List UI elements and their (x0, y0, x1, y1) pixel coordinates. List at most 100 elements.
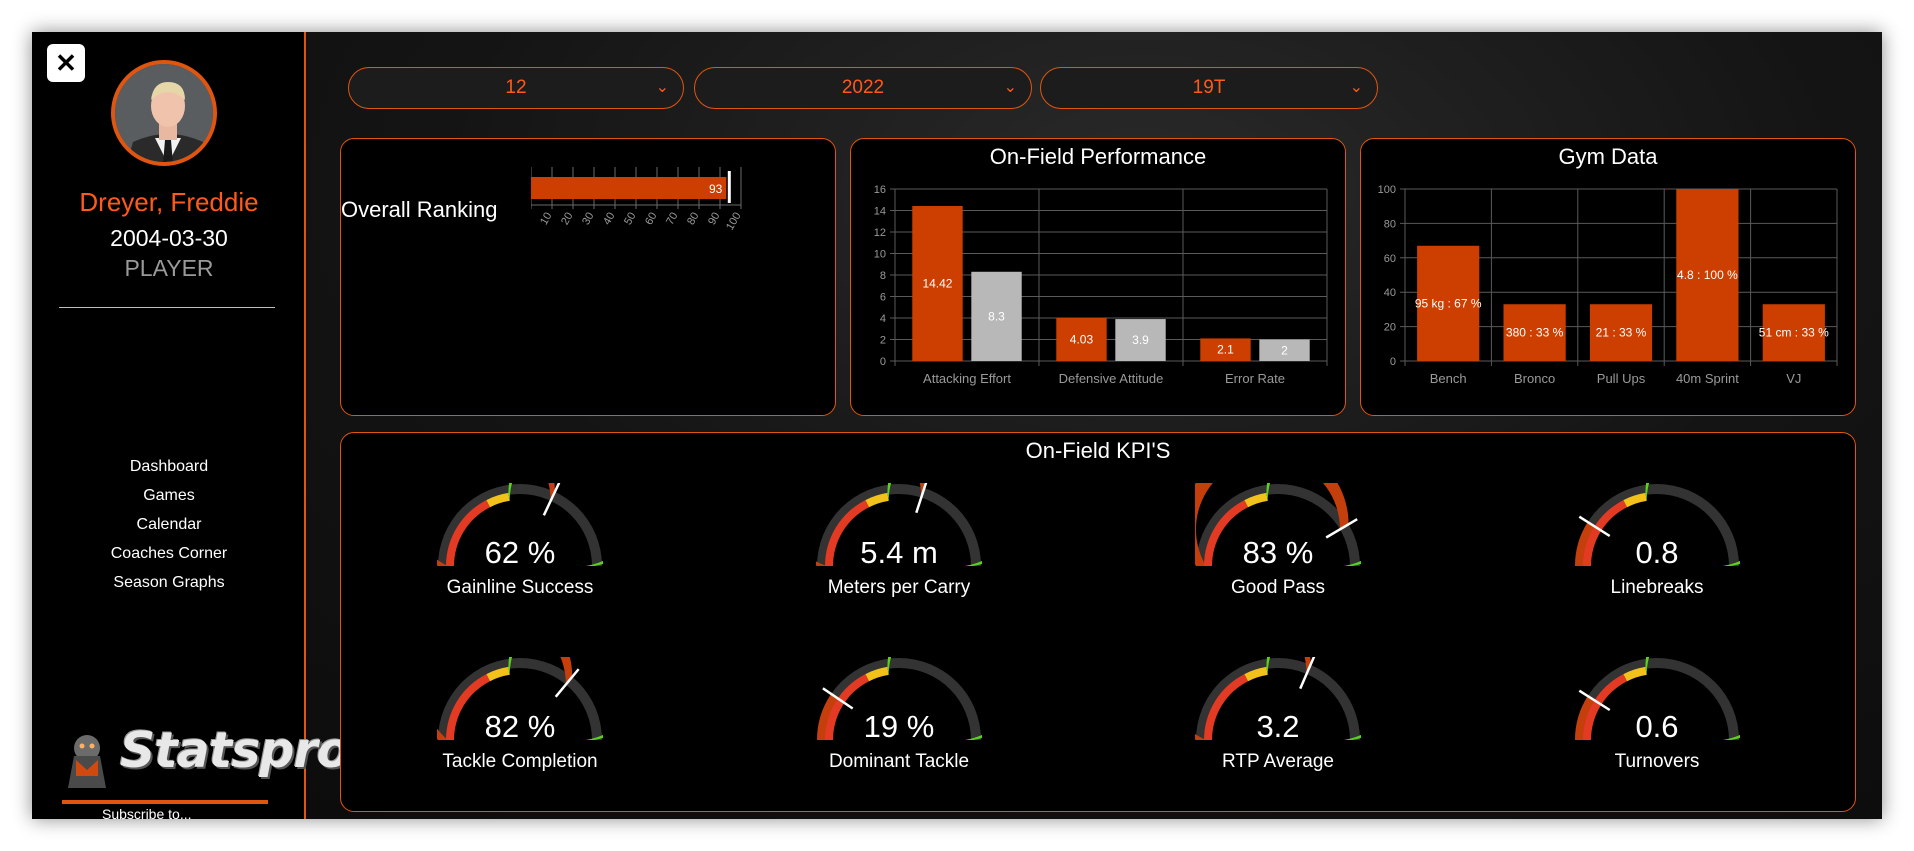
bar-value-label: 21 : 33 % (1596, 326, 1647, 340)
x-tick-label: 10 (538, 211, 555, 228)
kpi-title: On-Field KPI'S (1025, 438, 1171, 463)
bar (912, 205, 963, 361)
overall-ranking-panel: Overall Ranking 0 10 20 30 40 50 60 70 80 90 100 93 (340, 138, 836, 416)
gauge-zone-yellow (865, 492, 889, 508)
bar-value-label: 2.1 (1217, 343, 1234, 357)
gauge-zone-red (1204, 500, 1249, 566)
kpi-gauge-dominant-tackle: 19 % Dominant Tackle (784, 657, 1014, 797)
bar (1056, 317, 1107, 361)
kpi-gauge-label: Linebreaks (1610, 577, 1704, 598)
x-tick-label: Bench (1430, 371, 1467, 386)
bar-value-label: 2 (1281, 343, 1288, 357)
gauge-zone-red (1583, 500, 1628, 566)
y-tick-label: 10 (874, 249, 886, 261)
onfield-performance-title: On-Field Performance (989, 144, 1207, 169)
y-tick-label: 8 (880, 270, 886, 282)
bar (1200, 338, 1251, 361)
x-tick-label: 80 (685, 211, 702, 228)
gauge-needle (822, 687, 854, 710)
kpi-gauge-label: Turnovers (1614, 751, 1700, 772)
x-tick-label: Error Rate (1225, 371, 1285, 386)
bar-value-label: 4.8 : 100 % (1677, 268, 1738, 282)
chevron-down-icon: ⌄ (1003, 79, 1017, 96)
gauge-zone-red (1583, 674, 1628, 740)
bar (1762, 304, 1825, 361)
x-tick-label: 70 (664, 211, 681, 228)
gauge-zone-yellow (486, 492, 510, 508)
bar-value-label: 3.9 (1132, 333, 1149, 347)
sidebar-divider (59, 307, 275, 308)
kpi-gauge-value: 0.8 (1635, 535, 1679, 570)
bar-value-label: 14.42 (922, 276, 952, 290)
onfield-performance-chart: 0 2 4 6 8 10 12 14 16 Attacking Effort Defensive A… (874, 184, 1328, 386)
filter-select-2[interactable]: 2022 ⌄ (694, 67, 1032, 109)
gauge-zone-yellow (1623, 666, 1647, 682)
gauge-fill (1195, 483, 1349, 566)
nav-item-dashboard[interactable]: Dashboard (129, 458, 209, 475)
gauge-zone-yellow (486, 666, 510, 682)
kpi-gauge-label: Tackle Completion (442, 751, 598, 772)
kpi-gauge-turnovers: 0.6 Turnovers (1542, 657, 1772, 797)
player-avatar (111, 60, 217, 166)
kpi-gauge-label: Dominant Tackle (828, 751, 970, 772)
x-tick-label: 20 (559, 211, 576, 228)
x-tick-label: 0 (531, 211, 534, 222)
gauge-zone-yellow (1244, 492, 1268, 508)
nav-item-season-graphs[interactable]: Season Graphs (113, 574, 225, 591)
close-button[interactable]: ✕ (47, 44, 85, 82)
bar-value-label: 51 cm : 33 % (1759, 326, 1829, 340)
gauge-zone-yellow (1623, 492, 1647, 508)
gym-data-panel: Gym Data 0 20 40 60 80 100 Bench Bronco Pull Ups… (1360, 138, 1856, 416)
kpi-gauge-value: 83 % (1242, 535, 1314, 570)
gauge-zone-red (446, 674, 491, 740)
bar (1503, 304, 1566, 361)
gauge-zone-red (446, 500, 491, 566)
kpi-gauge-value: 0.6 (1635, 709, 1679, 744)
y-tick-label: 6 (880, 292, 886, 304)
y-tick-label: 0 (1390, 356, 1396, 368)
gauge-dial (437, 657, 603, 740)
ranking-bar (531, 177, 727, 199)
bar (971, 271, 1022, 361)
player-name: Dreyer, Freddie (79, 187, 259, 217)
y-tick-label: 12 (874, 227, 886, 239)
gauge-dial (816, 483, 982, 566)
gauge-dial (1195, 483, 1361, 566)
nav-item-games[interactable]: Games (143, 487, 195, 504)
kpi-gauge-value: 19 % (863, 709, 935, 744)
kpi-gauge-meters-per-carry: 5.4 m Meters per Carry (784, 483, 1014, 623)
x-tick-label: 40 (601, 211, 618, 228)
x-tick-label: Attacking Effort (923, 371, 1011, 386)
gauge-dial (437, 483, 603, 566)
gauge-needle (1578, 515, 1611, 538)
player-dob: 2004-03-30 (110, 225, 228, 251)
kpi-gauge-value: 3.2 (1256, 709, 1300, 744)
kpi-gauge-label: Gainline Success (446, 577, 594, 598)
nav-item-coaches-corner[interactable]: Coaches Corner (110, 545, 228, 562)
gauge-dial (817, 657, 982, 740)
chevron-down-icon: ⌄ (655, 79, 669, 96)
logo-text: Statspro (120, 722, 350, 779)
bar-value-label: 4.03 (1070, 332, 1094, 346)
y-tick-label: 80 (1384, 218, 1396, 230)
bar (1589, 304, 1653, 361)
gym-data-chart: 0 20 40 60 80 100 Bench Bronco Pull Ups 40m Sprin… (1378, 184, 1838, 386)
gauge-zone-red (1204, 674, 1249, 740)
gauge-dial (1575, 483, 1740, 566)
mascot-icon (68, 735, 106, 788)
gauge-dial (1195, 657, 1361, 740)
filter-select-1[interactable]: 12 ⌄ (348, 67, 684, 109)
x-tick-label: VJ (1786, 371, 1801, 386)
gauge-dial (1575, 657, 1740, 740)
x-tick-label: 50 (622, 211, 639, 228)
gauge-zone-red (825, 674, 870, 740)
filter-select-3[interactable]: 19T ⌄ (1040, 67, 1378, 109)
overall-ranking-label: Overall Ranking (341, 197, 498, 222)
nav-item-calendar[interactable]: Calendar (136, 516, 202, 533)
kpi-gauge-label: Meters per Carry (827, 577, 971, 598)
x-tick-label: 100 (724, 211, 744, 233)
y-tick-label: 100 (1378, 184, 1396, 196)
kpi-gauge-linebreaks: 0.8 Linebreaks (1542, 483, 1772, 623)
sidebar: ✕ Dreyer, Freddie 2004-03-30 PLAYER Dash… (32, 32, 350, 819)
gauge-zone-red (825, 500, 870, 566)
